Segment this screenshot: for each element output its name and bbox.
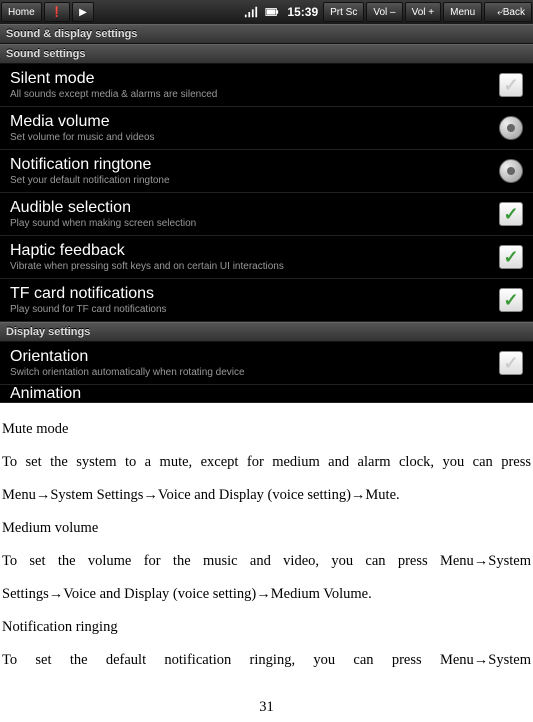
- item-title: Silent mode: [10, 70, 499, 88]
- item-sub: Vibrate when pressing soft keys and on c…: [10, 261, 499, 272]
- back-label: Back: [503, 7, 525, 18]
- document-text: Mute mode To set the system to a mute, e…: [0, 403, 533, 722]
- item-sub: All sounds except media & alarms are sil…: [10, 89, 499, 100]
- page-number: 31: [2, 693, 531, 722]
- back-button[interactable]: ⤶ Back: [484, 2, 532, 22]
- time: 15:39: [287, 5, 318, 19]
- doc-p: Menu→System Settings→Voice and Display (…: [2, 481, 531, 510]
- item-haptic-feedback[interactable]: Haptic feedback Vibrate when pressing so…: [0, 236, 533, 279]
- item-text: Orientation Switch orientation automatic…: [10, 348, 499, 378]
- item-title: Haptic feedback: [10, 242, 499, 260]
- prtsc-button[interactable]: Prt Sc: [323, 2, 364, 22]
- item-animation[interactable]: Animation: [0, 385, 533, 403]
- battery-icon: [265, 5, 279, 19]
- item-title: Animation: [10, 385, 523, 403]
- item-sub: Play sound for TF card notifications: [10, 304, 499, 315]
- item-text: Audible selection Play sound when making…: [10, 199, 499, 229]
- checkbox-audible[interactable]: [499, 202, 523, 226]
- item-sub: Switch orientation automatically when ro…: [10, 367, 499, 378]
- item-title: Orientation: [10, 348, 499, 366]
- doc-p: To set the system to a mute, except for …: [2, 448, 531, 477]
- item-text: Animation: [10, 385, 523, 403]
- vol-up-button[interactable]: Vol +: [405, 2, 442, 22]
- item-title: TF card notifications: [10, 285, 499, 303]
- doc-heading-mute: Mute mode: [2, 415, 531, 444]
- item-orientation[interactable]: Orientation Switch orientation automatic…: [0, 342, 533, 385]
- item-text: Media volume Set volume for music and vi…: [10, 113, 499, 143]
- item-title: Media volume: [10, 113, 499, 131]
- status-left: Home ❗ ▶: [0, 2, 95, 22]
- doc-heading-notif: Notification ringing: [2, 613, 531, 642]
- header-main: Sound & display settings: [0, 24, 533, 44]
- notif-down-icon[interactable]: ❗: [44, 2, 70, 22]
- checkbox-tfcard[interactable]: [499, 288, 523, 312]
- checkbox-haptic[interactable]: [499, 245, 523, 269]
- doc-p: To set the volume for the music and vide…: [2, 547, 531, 576]
- chevron-icon: [499, 159, 523, 183]
- header-sound: Sound settings: [0, 44, 533, 64]
- item-sub: Set your default notification ringtone: [10, 175, 499, 186]
- item-tfcard[interactable]: TF card notifications Play sound for TF …: [0, 279, 533, 322]
- signal-icon: [244, 5, 258, 19]
- play-icon[interactable]: ▶: [72, 2, 94, 22]
- item-title: Audible selection: [10, 199, 499, 217]
- status-bar: Home ❗ ▶ 15:39 Prt Sc Vol – Vol + Menu ⤶…: [0, 0, 533, 24]
- item-text: Notification ringtone Set your default n…: [10, 156, 499, 186]
- doc-p: To set the default notification ringing,…: [2, 646, 531, 675]
- vol-down-button[interactable]: Vol –: [366, 2, 402, 22]
- item-text: Haptic feedback Vibrate when pressing so…: [10, 242, 499, 272]
- status-right: Prt Sc Vol – Vol + Menu ⤶ Back: [322, 2, 533, 22]
- chevron-icon: [499, 116, 523, 140]
- item-sub: Set volume for music and videos: [10, 132, 499, 143]
- item-title: Notification ringtone: [10, 156, 499, 174]
- settings-list: Silent mode All sounds except media & al…: [0, 64, 533, 403]
- item-media-volume[interactable]: Media volume Set volume for music and vi…: [0, 107, 533, 150]
- home-button[interactable]: Home: [1, 2, 42, 22]
- doc-p: Settings→Voice and Display (voice settin…: [2, 580, 531, 609]
- item-audible-selection[interactable]: Audible selection Play sound when making…: [0, 193, 533, 236]
- doc-heading-medium: Medium volume: [2, 514, 531, 543]
- item-text: Silent mode All sounds except media & al…: [10, 70, 499, 100]
- header-display: Display settings: [0, 322, 533, 342]
- item-notification-ringtone[interactable]: Notification ringtone Set your default n…: [0, 150, 533, 193]
- item-silent-mode[interactable]: Silent mode All sounds except media & al…: [0, 64, 533, 107]
- item-sub: Play sound when making screen selection: [10, 218, 499, 229]
- status-center: 15:39: [95, 5, 322, 19]
- item-text: TF card notifications Play sound for TF …: [10, 285, 499, 315]
- menu-button[interactable]: Menu: [443, 2, 482, 22]
- checkbox-orientation[interactable]: [499, 351, 523, 375]
- checkbox-silent[interactable]: [499, 73, 523, 97]
